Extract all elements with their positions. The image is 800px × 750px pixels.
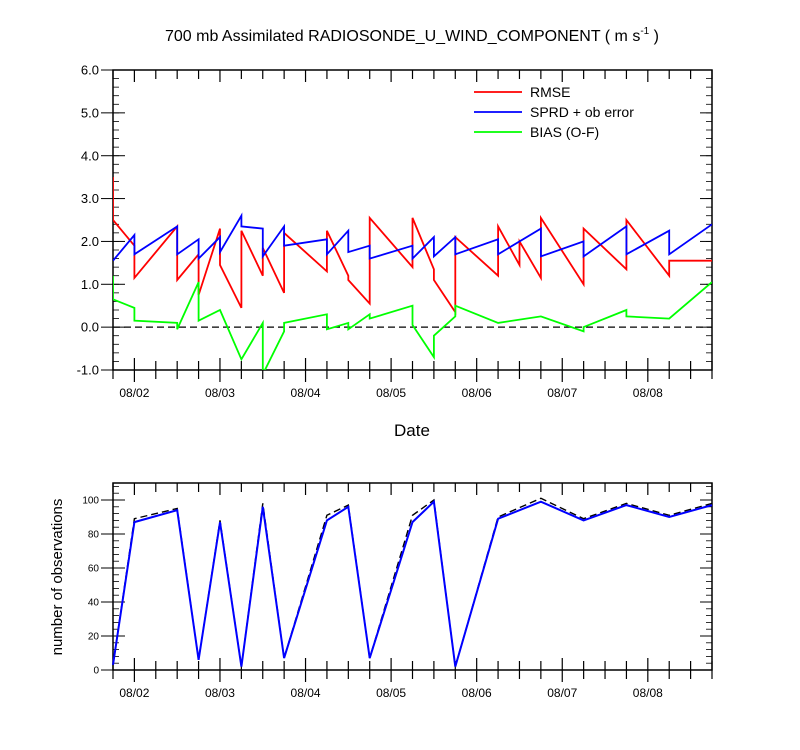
bottom-y-tick-label: 20 — [88, 632, 100, 643]
title-main: 700 mb Assimilated RADIOSONDE_U_WIND_COM… — [165, 28, 640, 45]
top-chart: -1.0 0.0 1.0 2.0 3.0 4.0 5.0 6.0 08/02 08/03 08/04… — [77, 63, 713, 400]
chart-title: 700 mb Assimilated RADIOSONDE_U_WIND_COM… — [165, 26, 659, 45]
top-y-tick-label: 0.0 — [81, 320, 99, 335]
top-y-tick-label: 4.0 — [81, 148, 99, 163]
used-observations-line — [112, 499, 713, 667]
sprd-line — [113, 212, 712, 262]
top-x-tick-label: 08/08 — [633, 386, 663, 400]
x-axis-label: Date — [394, 421, 430, 440]
rmse-line — [113, 177, 712, 316]
legend-label-rmse-line: RMSE — [530, 84, 570, 100]
top-y-tick-label: -1.0 — [77, 363, 99, 378]
bottom-y-tick-label: 60 — [88, 564, 100, 575]
bottom-x-tick-label: 08/02 — [119, 686, 149, 700]
legend-label-sprd-line: SPRD + ob error — [530, 104, 634, 120]
bottom-x-tick-label: 08/06 — [462, 686, 492, 700]
bottom-x-tick-label: 08/07 — [547, 686, 577, 700]
bottom-y-tick-label: 0 — [93, 666, 99, 677]
top-x-tick-label: 08/04 — [291, 386, 321, 400]
top-y-tick-label: 6.0 — [81, 63, 99, 78]
bottom-y-tick-label: 80 — [88, 530, 100, 541]
bottom-chart: 0 20 40 60 80 100 08/02 08/03 08/04 08/05 08/06 08/… — [82, 482, 713, 700]
top-x-tick-label: 08/05 — [376, 386, 406, 400]
bottom-x-tick-label: 08/08 — [633, 686, 663, 700]
y-axis-label-observations: number of observations — [49, 499, 66, 656]
title-superscript: -1 — [640, 26, 649, 37]
legend-label-bias-line: BIAS (O-F) — [530, 124, 599, 140]
bottom-y-tick-label: 100 — [82, 496, 99, 507]
bias-line — [113, 275, 712, 370]
top-x-tick-label: 08/06 — [462, 386, 492, 400]
bottom-y-tick-label: 40 — [88, 598, 100, 609]
bottom-x-tick-label: 08/05 — [376, 686, 406, 700]
top-y-tick-label: 3.0 — [81, 191, 99, 206]
top-y-tick-label: 5.0 — [81, 105, 99, 120]
top-x-tick-label: 08/07 — [547, 386, 577, 400]
bottom-x-tick-label: 08/04 — [291, 686, 321, 700]
title-end: ) — [649, 28, 659, 45]
top-x-tick-label: 08/03 — [205, 386, 235, 400]
top-y-tick-label: 2.0 — [81, 234, 99, 249]
top-y-tick-label: 1.0 — [81, 277, 99, 292]
bottom-x-tick-label: 08/03 — [205, 686, 235, 700]
bottom-plot-frame — [112, 482, 713, 671]
top-x-tick-label: 08/02 — [119, 386, 149, 400]
